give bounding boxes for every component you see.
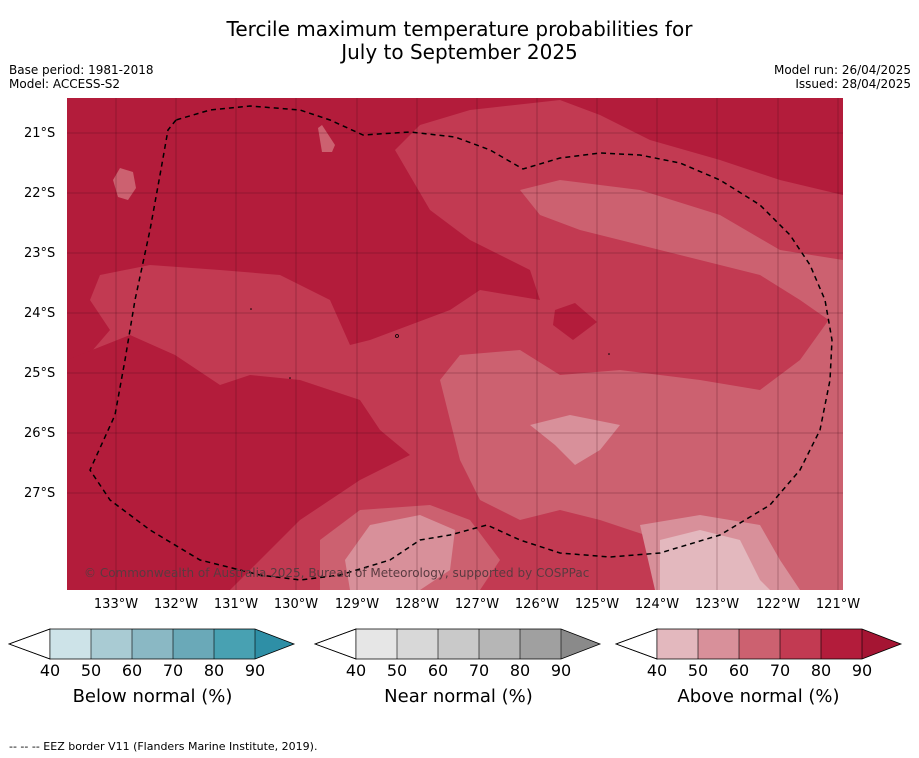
small-light-patch-2: [113, 168, 136, 200]
cb-tick: 90: [851, 661, 873, 680]
cb-under: [615, 628, 658, 660]
shade-60-70: [440, 300, 843, 590]
cb-tick: 90: [244, 661, 266, 680]
legend-label-near: Near normal (%): [384, 686, 533, 707]
cb-bin: [438, 629, 479, 659]
lon-label: 129°W: [334, 597, 380, 612]
lat-label: 21°S: [24, 126, 56, 141]
cb-tick: 90: [550, 661, 572, 680]
legend-label-below: Below normal (%): [72, 686, 233, 707]
shade-80-90-lower-left: [67, 335, 410, 590]
lon-label: 127°W: [454, 597, 500, 612]
shade-80-90-patch: [553, 303, 597, 340]
lon-label: 122°W: [755, 597, 801, 612]
cb-tick: 40: [646, 661, 668, 680]
cb-tick: 40: [39, 661, 61, 680]
lon-label: 130°W: [273, 597, 319, 612]
cb-tick: 80: [810, 661, 832, 680]
island-mark: [250, 308, 252, 310]
lon-label: 121°W: [815, 597, 861, 612]
cb-bin: [657, 629, 698, 659]
title-line-1: Tercile maximum temperature probabilitie…: [226, 17, 693, 41]
cb-bin: [356, 629, 397, 659]
lon-label: 126°W: [514, 597, 560, 612]
lon-label: 131°W: [213, 597, 259, 612]
cb-tick: 70: [162, 661, 184, 680]
cb-over: [862, 629, 901, 659]
lon-label: 124°W: [634, 597, 680, 612]
eez-footnote: -- -- -- EEZ border V11 (Flanders Marine…: [9, 740, 318, 753]
legend-label-above: Above normal (%): [677, 686, 840, 707]
shade-40-50: [660, 530, 770, 590]
colorbar-near: [314, 628, 602, 660]
lon-label: 125°W: [574, 597, 620, 612]
cb-bin: [780, 629, 821, 659]
cb-bin: [821, 629, 862, 659]
cb-bin: [698, 629, 739, 659]
cb-under: [8, 628, 51, 660]
lat-label: 23°S: [24, 246, 56, 261]
cb-bin: [739, 629, 780, 659]
cb-bin: [214, 629, 255, 659]
cb-bin: [132, 629, 173, 659]
lat-label: 24°S: [24, 306, 56, 321]
colorbar-below: [8, 628, 296, 660]
cb-bin: [520, 629, 561, 659]
lat-label: 27°S: [24, 486, 56, 501]
lon-label: 123°W: [694, 597, 740, 612]
title-line-2: July to September 2025: [341, 40, 578, 64]
cb-tick: 40: [345, 661, 367, 680]
graticule: [67, 98, 843, 590]
island-mark: [395, 334, 399, 338]
shade-60-70-east: [520, 180, 843, 330]
issued-date: Issued: 28/04/2025: [795, 77, 911, 91]
cb-bin: [397, 629, 438, 659]
cb-tick: 60: [427, 661, 449, 680]
lon-label: 128°W: [394, 597, 440, 612]
cb-tick: 70: [769, 661, 791, 680]
colorbar-above: [615, 628, 903, 660]
cb-bin: [173, 629, 214, 659]
cb-over: [561, 629, 600, 659]
cb-tick: 70: [468, 661, 490, 680]
cb-tick: 80: [203, 661, 225, 680]
cb-tick: 50: [687, 661, 709, 680]
island-mark: [608, 353, 610, 355]
island-mark: [289, 377, 291, 379]
cb-tick: 60: [728, 661, 750, 680]
lon-label: 133°W: [93, 597, 139, 612]
cb-bin: [479, 629, 520, 659]
cb-under: [314, 628, 357, 660]
shade-50-60: [530, 415, 620, 465]
eez-border: [89, 105, 833, 581]
lon-label: 132°W: [153, 597, 199, 612]
small-light-patch: [318, 125, 335, 152]
lat-label: 25°S: [24, 366, 56, 381]
cb-over: [255, 629, 294, 659]
cb-bin: [91, 629, 132, 659]
cb-tick: 50: [80, 661, 102, 680]
map-title: Tercile maximum temperature probabilitie…: [0, 18, 919, 64]
lat-label: 26°S: [24, 426, 56, 441]
base-period: Base period: 1981-2018: [9, 63, 154, 77]
cb-tick: 80: [509, 661, 531, 680]
lat-label: 22°S: [24, 186, 56, 201]
cb-tick: 60: [121, 661, 143, 680]
cb-tick: 50: [386, 661, 408, 680]
model-name: Model: ACCESS-S2: [9, 77, 121, 91]
copyright-notice: © Commonwealth of Australia 2025, Bureau…: [84, 566, 590, 580]
meta-right: Model run: 26/04/2025 Issued: 28/04/2025: [774, 63, 911, 91]
meta-left: Base period: 1981-2018 Model: ACCESS-S2: [9, 63, 154, 91]
cb-bin: [50, 629, 91, 659]
model-run: Model run: 26/04/2025: [773, 63, 911, 77]
